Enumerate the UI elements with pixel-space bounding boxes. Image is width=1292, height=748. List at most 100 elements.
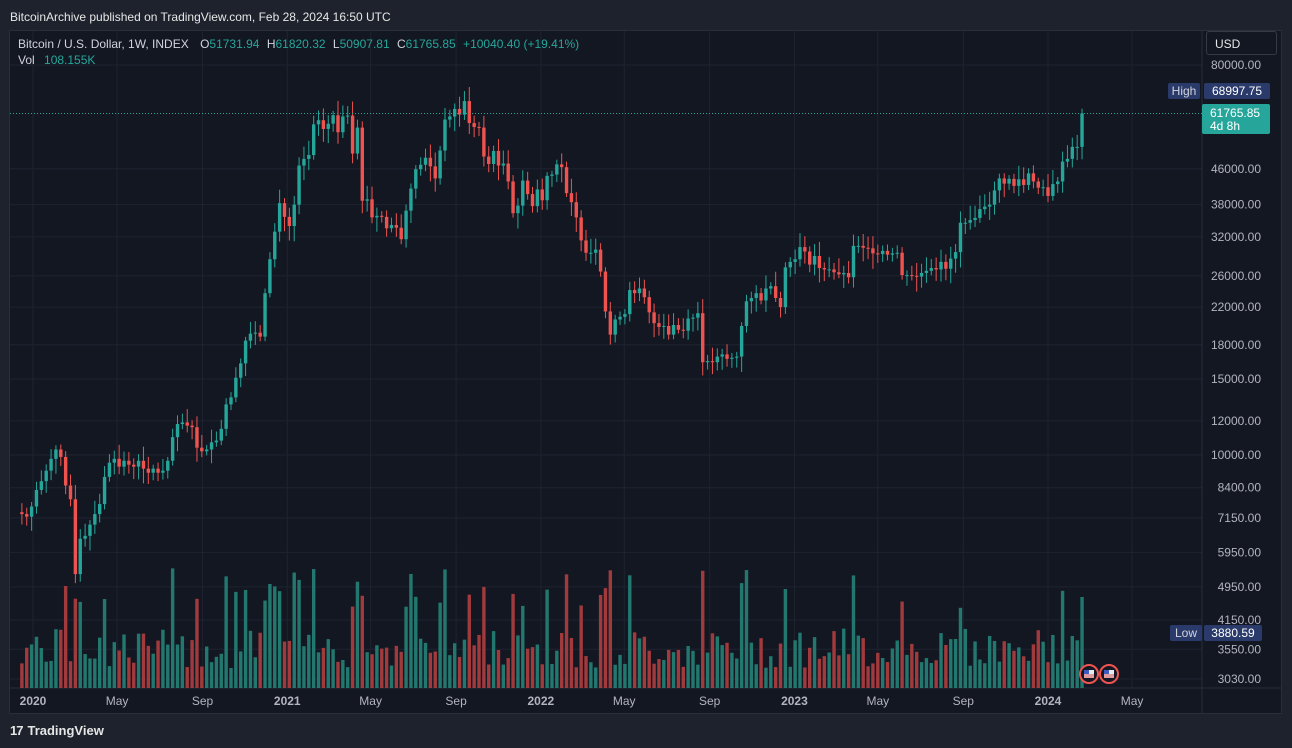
volume-bar — [730, 652, 734, 688]
y-tick-label: 15000.00 — [1211, 372, 1261, 386]
volume-bar — [949, 639, 953, 688]
candle-body — [798, 247, 802, 260]
tradingview-logo[interactable]: 17 TradingView — [10, 723, 104, 738]
volume-bar — [49, 660, 53, 688]
candle-body — [307, 155, 311, 159]
volume-bar — [953, 638, 958, 688]
candle-body — [764, 288, 768, 301]
change-value: +10040.40 (+19.41%) — [463, 37, 580, 51]
candle-body — [594, 249, 598, 253]
volume-bar — [307, 634, 311, 688]
candle-body — [443, 119, 447, 151]
volume-bar — [725, 642, 729, 688]
candle-body — [671, 325, 676, 335]
flag-canton — [1084, 670, 1089, 674]
candle-body — [268, 259, 272, 294]
tradingview-brand-text: TradingView — [27, 723, 104, 738]
candle-body — [477, 126, 481, 128]
candle-body — [710, 361, 715, 363]
candle-body — [793, 259, 797, 262]
x-tick-label: Sep — [699, 694, 721, 708]
candle-body — [530, 194, 535, 207]
volume-bar — [968, 665, 972, 688]
y-tick-label: 46000.00 — [1211, 162, 1261, 176]
volume-bar — [273, 586, 277, 688]
candle-body — [88, 524, 92, 536]
candle-body — [428, 157, 433, 167]
high-label: H — [266, 37, 276, 51]
volume-bar — [1017, 647, 1021, 688]
volume-bar — [93, 658, 97, 688]
candle-body — [68, 485, 73, 500]
volume-bar — [239, 651, 243, 688]
volume-bar — [487, 664, 491, 688]
candle-body — [715, 356, 720, 363]
volume-bar — [705, 652, 710, 688]
volume-bar — [44, 661, 48, 688]
candle-body — [501, 163, 506, 166]
candle-body — [63, 456, 68, 486]
symbol-title[interactable]: Bitcoin / U.S. Dollar, 1W, INDEX — [18, 37, 189, 51]
volume-bar — [885, 662, 890, 688]
chart-frame[interactable] — [9, 30, 1282, 714]
candle-body — [117, 458, 121, 467]
volume-bar — [331, 649, 335, 688]
volume-bar — [623, 663, 627, 688]
volume-bar — [336, 661, 340, 688]
volume-bar — [594, 667, 598, 688]
volume-bar — [204, 646, 209, 688]
volume-label: Vol — [18, 53, 35, 67]
candle-body — [1036, 181, 1040, 188]
volume-bar — [161, 629, 165, 688]
candle-body — [78, 538, 82, 575]
volume-bar — [851, 575, 856, 688]
volume-bar — [180, 636, 185, 688]
candle-body — [219, 428, 223, 441]
volume-bar — [657, 659, 661, 688]
candle-body — [423, 157, 428, 165]
x-tick-label: May — [359, 694, 382, 708]
volume-bar — [302, 646, 306, 688]
volume-bar — [146, 645, 151, 688]
candle-body — [462, 101, 467, 115]
volume-bar — [827, 652, 831, 688]
candle-body — [151, 468, 155, 473]
candle-body — [399, 227, 403, 240]
y-tick-label: 7150.00 — [1218, 511, 1262, 525]
candle-body — [900, 252, 904, 276]
candle-body — [662, 325, 666, 327]
candle-body — [647, 297, 651, 313]
high-label-text: High — [1172, 84, 1197, 98]
volume-bar — [112, 642, 116, 688]
candle-body — [550, 174, 554, 176]
volume-bar — [958, 607, 963, 688]
volume-bar — [715, 636, 720, 688]
tradingview-logo-icon: 17 — [10, 723, 24, 738]
x-tick-label: 2020 — [20, 694, 47, 708]
candle-body — [438, 150, 442, 179]
candle-body — [1041, 187, 1045, 189]
volume-bar — [754, 664, 758, 688]
candle-body — [297, 165, 301, 205]
volume-bar — [170, 568, 175, 688]
volume-bar — [127, 657, 131, 688]
volume-bar — [117, 650, 121, 688]
volume-bar — [350, 606, 355, 688]
candle-body — [25, 514, 29, 517]
volume-bar — [1002, 641, 1006, 688]
volume-bar — [793, 640, 797, 688]
open-value: 51731.94 — [209, 37, 260, 51]
candle-body — [355, 127, 360, 154]
volume-bar — [628, 575, 632, 688]
volume-bar — [822, 656, 826, 688]
candle-body — [598, 249, 603, 272]
candle-body — [973, 217, 977, 221]
x-tick-label: 2021 — [274, 694, 301, 708]
x-tick-label: 2024 — [1035, 694, 1062, 708]
currency-button[interactable]: USD — [1206, 31, 1277, 55]
candle-body — [433, 166, 437, 179]
volume-bar — [326, 639, 330, 688]
volume-bar — [97, 637, 102, 688]
volume-bar — [418, 638, 423, 688]
